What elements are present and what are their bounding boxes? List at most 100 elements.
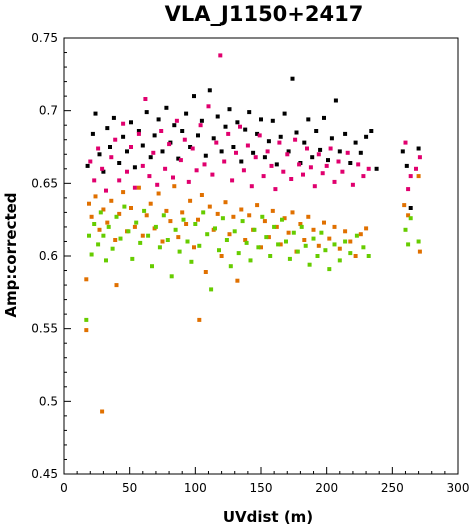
data-point bbox=[416, 174, 421, 179]
data-point bbox=[366, 166, 371, 171]
data-point bbox=[199, 193, 204, 197]
data-point bbox=[332, 242, 337, 247]
data-point bbox=[316, 152, 321, 157]
data-point bbox=[96, 146, 101, 151]
data-point bbox=[160, 149, 165, 154]
data-point bbox=[315, 254, 320, 258]
data-point bbox=[248, 258, 253, 263]
data-point bbox=[353, 140, 358, 145]
data-point bbox=[227, 107, 232, 112]
data-point bbox=[287, 256, 292, 261]
data-point bbox=[121, 121, 126, 126]
data-point bbox=[205, 232, 210, 237]
x-tick-label: 0 bbox=[60, 481, 68, 495]
data-point bbox=[217, 248, 221, 253]
data-point bbox=[101, 169, 106, 174]
data-point bbox=[104, 258, 108, 263]
data-point bbox=[144, 110, 149, 115]
data-point bbox=[140, 233, 145, 238]
data-point bbox=[101, 207, 106, 212]
data-point bbox=[303, 243, 308, 248]
data-point bbox=[235, 120, 240, 125]
data-point bbox=[176, 235, 181, 240]
data-point bbox=[117, 178, 122, 183]
data-point bbox=[188, 198, 193, 203]
data-point bbox=[406, 187, 411, 192]
data-point bbox=[284, 239, 288, 244]
data-point bbox=[249, 184, 254, 189]
data-point bbox=[416, 146, 421, 151]
data-point bbox=[369, 129, 374, 133]
data-point bbox=[180, 129, 185, 133]
data-point bbox=[301, 172, 305, 177]
data-point bbox=[403, 227, 408, 232]
data-point bbox=[173, 227, 178, 232]
data-point bbox=[188, 145, 193, 149]
data-point bbox=[406, 242, 411, 247]
data-point bbox=[262, 219, 267, 224]
data-point bbox=[84, 317, 89, 322]
data-point bbox=[129, 145, 133, 149]
data-point bbox=[136, 131, 141, 136]
data-point bbox=[406, 213, 411, 218]
data-point bbox=[318, 147, 323, 152]
data-point bbox=[176, 156, 181, 161]
data-point bbox=[259, 245, 263, 250]
data-point bbox=[404, 163, 409, 168]
data-point bbox=[87, 233, 91, 238]
data-point bbox=[290, 76, 295, 81]
data-point bbox=[243, 238, 248, 242]
data-point bbox=[125, 149, 129, 154]
data-point bbox=[122, 204, 127, 209]
data-point bbox=[274, 162, 279, 167]
data-point bbox=[403, 140, 408, 145]
data-point bbox=[273, 187, 278, 192]
data-point bbox=[178, 158, 183, 163]
data-point bbox=[223, 124, 228, 129]
data-point bbox=[100, 166, 105, 171]
data-point bbox=[345, 150, 350, 155]
data-point bbox=[328, 146, 333, 151]
data-point bbox=[132, 224, 137, 229]
data-point bbox=[117, 161, 122, 165]
data-point bbox=[109, 198, 114, 203]
data-point bbox=[89, 252, 94, 257]
data-point bbox=[219, 149, 224, 154]
data-point bbox=[343, 131, 348, 136]
data-point bbox=[126, 229, 131, 234]
data-point bbox=[197, 317, 202, 322]
data-point bbox=[408, 206, 413, 210]
data-point bbox=[93, 111, 98, 116]
data-point bbox=[231, 145, 236, 149]
data-point bbox=[322, 220, 326, 225]
data-point bbox=[211, 136, 216, 141]
data-point bbox=[165, 238, 170, 242]
data-point bbox=[97, 152, 102, 157]
data-point bbox=[354, 233, 359, 238]
data-point bbox=[130, 256, 135, 261]
data-point bbox=[322, 115, 326, 120]
data-point bbox=[150, 264, 154, 269]
data-point bbox=[236, 251, 241, 256]
data-point bbox=[316, 243, 321, 248]
data-point bbox=[402, 203, 407, 208]
data-point bbox=[172, 123, 177, 128]
data-point bbox=[152, 133, 157, 138]
data-point bbox=[104, 188, 108, 193]
data-point bbox=[177, 249, 182, 254]
data-point bbox=[192, 94, 196, 99]
data-point bbox=[136, 129, 141, 133]
data-point bbox=[192, 245, 196, 250]
data-point bbox=[113, 238, 118, 242]
data-point bbox=[374, 166, 379, 171]
data-point bbox=[89, 214, 94, 219]
data-point bbox=[238, 124, 242, 129]
data-point bbox=[100, 409, 105, 414]
data-point bbox=[265, 149, 270, 154]
data-point bbox=[147, 174, 152, 179]
data-point bbox=[156, 191, 161, 196]
y-tick-label: 0.6 bbox=[39, 249, 58, 263]
data-point bbox=[181, 217, 186, 222]
data-point bbox=[295, 249, 300, 254]
data-point bbox=[106, 224, 111, 229]
